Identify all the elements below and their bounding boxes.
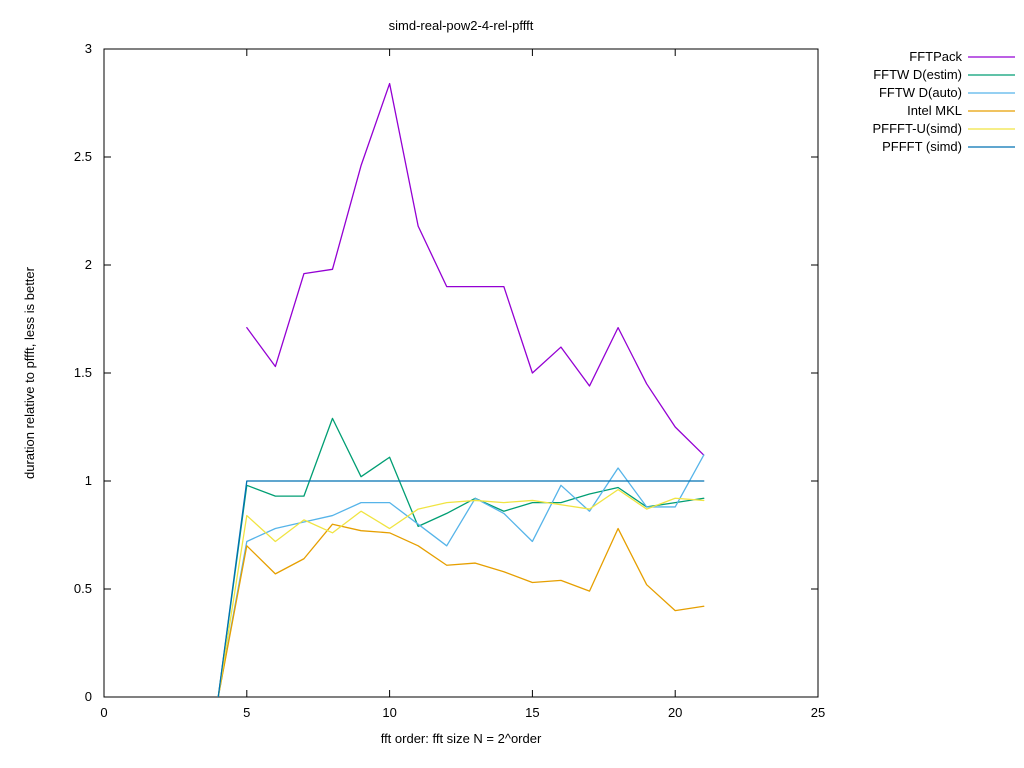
y-tick-label: 0.5 <box>74 581 92 596</box>
x-tick-label: 5 <box>243 705 250 720</box>
plot-lines <box>218 84 704 697</box>
line-chart: simd-real-pow2-4-rel-pffft 0 5 10 15 20 25 0 0.5… <box>0 0 1024 768</box>
y-tick-label: 3 <box>85 41 92 56</box>
x-tick-label: 15 <box>525 705 539 720</box>
x-tick-label: 0 <box>100 705 107 720</box>
y-tick-label: 0 <box>85 689 92 704</box>
y-tick-label: 1.5 <box>74 365 92 380</box>
legend-label: FFTW D(auto) <box>879 85 962 100</box>
series-line <box>218 481 704 697</box>
y-axis-label: duration relative to pffft, less is bett… <box>22 266 37 479</box>
series-line <box>218 524 704 697</box>
legend-label: FFTW D(estim) <box>873 67 962 82</box>
x-tick-label: 10 <box>382 705 396 720</box>
chart-title: simd-real-pow2-4-rel-pffft <box>389 18 534 33</box>
legend-label: FFTPack <box>909 49 962 64</box>
legend-label: Intel MKL <box>907 103 962 118</box>
y-tick-label: 2.5 <box>74 149 92 164</box>
legend-label: PFFFT (simd) <box>882 139 962 154</box>
x-tick-label: 20 <box>668 705 682 720</box>
series-line <box>218 455 704 697</box>
x-axis-label: fft order: fft size N = 2^order <box>381 731 542 746</box>
y-tick-label: 2 <box>85 257 92 272</box>
series-line <box>247 84 704 456</box>
series-line <box>218 490 704 697</box>
plot-border <box>104 49 818 697</box>
legend-label: PFFFT-U(simd) <box>872 121 962 136</box>
x-tick-label: 25 <box>811 705 825 720</box>
series-line <box>218 418 704 697</box>
y-tick-label: 1 <box>85 473 92 488</box>
